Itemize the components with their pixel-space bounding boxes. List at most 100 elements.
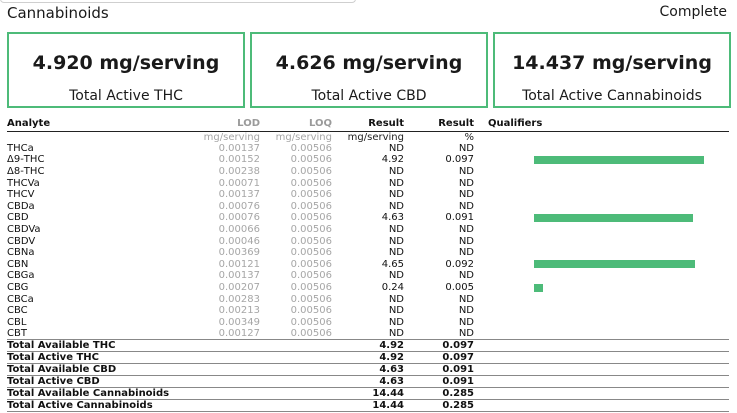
qualifier-cell — [474, 247, 729, 259]
total-row: Total Available Cannabinoids 14.44 0.285 — [7, 387, 729, 400]
total-result: 14.44 — [332, 387, 404, 400]
total-label: Total Available CBD — [7, 363, 200, 376]
summary-label: Total Active Cannabinoids — [522, 88, 702, 104]
lod-cell: 0.00369 — [218, 247, 260, 259]
table-row: CBT 0.00127 0.00506 ND ND — [7, 328, 729, 340]
table-row: THCV 0.00137 0.00506 ND ND — [7, 189, 729, 201]
lod-cell: 0.00046 — [218, 235, 260, 247]
total-label: Total Active THC — [7, 351, 200, 364]
total-row: Total Active Cannabinoids 14.44 0.285 — [7, 399, 729, 413]
total-label: Total Active CBD — [7, 375, 200, 388]
result-bar — [534, 260, 695, 269]
qualifier-cell — [474, 166, 729, 178]
total-qualifier — [474, 363, 729, 376]
header-result-pct: Result — [404, 118, 474, 132]
analyte-cell: CBN — [7, 258, 29, 270]
qualifier-cell — [474, 328, 729, 340]
result-pct-cell: ND — [458, 142, 474, 154]
result-cell: 4.92 — [381, 154, 404, 166]
total-result: 4.92 — [332, 351, 404, 364]
result-pct-cell: ND — [458, 223, 474, 235]
total-loq — [260, 399, 332, 413]
header-lod: LOD — [200, 118, 260, 132]
loq-cell: 0.00506 — [290, 316, 332, 328]
result-cell: ND — [388, 305, 404, 317]
table-row: THCVa 0.00071 0.00506 ND ND — [7, 177, 729, 189]
summary-label: Total Active CBD — [311, 88, 427, 104]
total-label: Total Active Cannabinoids — [7, 399, 200, 413]
unit-loq: mg/serving — [275, 131, 332, 143]
header-analyte: Analyte — [7, 118, 200, 132]
section-title: Cannabinoids — [7, 4, 109, 22]
result-pct-cell: ND — [458, 270, 474, 282]
result-pct-cell: ND — [458, 316, 474, 328]
result-cell: 4.65 — [381, 258, 404, 270]
loq-cell: 0.00506 — [290, 154, 332, 166]
analyte-cell: CBT — [7, 328, 27, 340]
total-loq — [260, 375, 332, 388]
table-row: CBDa 0.00076 0.00506 ND ND — [7, 200, 729, 212]
lod-cell: 0.00207 — [218, 281, 260, 293]
total-label: Total Available Cannabinoids — [7, 387, 200, 400]
qualifier-cell — [474, 212, 729, 224]
header-result: Result — [332, 118, 404, 132]
loq-cell: 0.00506 — [290, 212, 332, 224]
result-cell: ND — [388, 165, 404, 177]
total-loq — [260, 351, 332, 364]
table-row: Δ8-THC 0.00238 0.00506 ND ND — [7, 166, 729, 178]
header-loq: LOQ — [260, 118, 332, 132]
lod-cell: 0.00137 — [218, 142, 260, 154]
lod-cell: 0.00349 — [218, 316, 260, 328]
total-result-pct: 0.097 — [404, 339, 474, 352]
result-cell: ND — [388, 177, 404, 189]
loq-cell: 0.00506 — [290, 247, 332, 259]
table-row: CBDVa 0.00066 0.00506 ND ND — [7, 224, 729, 236]
analyte-cell: Δ8-THC — [7, 165, 45, 177]
loq-cell: 0.00506 — [290, 223, 332, 235]
result-pct-cell: ND — [458, 200, 474, 212]
total-loq — [260, 339, 332, 352]
lod-cell: 0.00137 — [218, 270, 260, 282]
table-row: CBD 0.00076 0.00506 4.63 0.091 — [7, 212, 729, 224]
analyte-cell: CBC — [7, 305, 28, 317]
result-pct-cell: 0.097 — [445, 154, 474, 166]
header-qualifiers: Qualifiers — [474, 118, 729, 132]
summary-card-thc: 4.920 mg/serving Total Active THC — [7, 32, 245, 108]
total-qualifier — [474, 375, 729, 388]
lod-cell: 0.00121 — [218, 258, 260, 270]
loq-cell: 0.00506 — [290, 142, 332, 154]
table-row: CBGa 0.00137 0.00506 ND ND — [7, 270, 729, 282]
total-lod — [200, 363, 260, 376]
result-cell: ND — [388, 223, 404, 235]
analyte-cell: THCVa — [7, 177, 40, 189]
loq-cell: 0.00506 — [290, 177, 332, 189]
total-lod — [200, 375, 260, 388]
result-cell: 0.24 — [381, 281, 404, 293]
analyte-cell: CBDVa — [7, 223, 41, 235]
result-cell: ND — [388, 189, 404, 201]
unit-lod: mg/serving — [203, 131, 260, 143]
summary-cards: 4.920 mg/serving Total Active THC 4.626 … — [7, 32, 731, 108]
analyte-cell: CBCa — [7, 293, 34, 305]
unit-result-pct: % — [464, 131, 474, 143]
top-input-frame — [0, 0, 356, 3]
loq-cell: 0.00506 — [290, 305, 332, 317]
summary-value: 4.920 mg/serving — [32, 52, 220, 74]
result-cell: ND — [388, 316, 404, 328]
total-qualifier — [474, 351, 729, 364]
lod-cell: 0.00066 — [218, 223, 260, 235]
lod-cell: 0.00238 — [218, 165, 260, 177]
result-pct-cell: ND — [458, 247, 474, 259]
loq-cell: 0.00506 — [290, 328, 332, 340]
total-qualifier — [474, 387, 729, 400]
result-pct-cell: ND — [458, 165, 474, 177]
lod-cell: 0.00152 — [218, 154, 260, 166]
total-result: 4.92 — [332, 339, 404, 352]
total-row: Total Active CBD 4.63 0.091 — [7, 375, 729, 388]
summary-card-cannabinoids: 14.437 mg/serving Total Active Cannabino… — [493, 32, 731, 108]
result-cell: ND — [388, 200, 404, 212]
result-cell: ND — [388, 293, 404, 305]
total-lod — [200, 351, 260, 364]
cannabinoid-table: Analyte LOD LOQ Result Result Qualifiers… — [7, 118, 729, 413]
result-bar — [534, 283, 543, 292]
